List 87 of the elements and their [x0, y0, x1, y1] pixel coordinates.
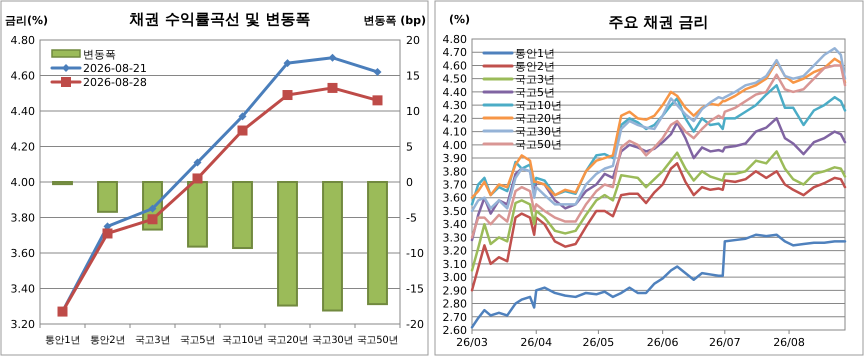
- point: [328, 82, 338, 93]
- legend-label: 통안2년: [515, 60, 555, 73]
- y-tick-label: 3.30: [442, 231, 467, 244]
- y-tick-label: 3.20: [442, 244, 467, 258]
- y-tick-label: 4.60: [10, 70, 35, 82]
- y-tick-label: 3.90: [442, 152, 467, 166]
- y2-tick-label: 15: [406, 70, 420, 82]
- y2-tick-label: -15: [406, 282, 424, 296]
- x-tick-label: 26/05: [582, 336, 614, 349]
- y-tick-label: 4.30: [442, 99, 467, 112]
- point: [238, 112, 246, 120]
- legend-label: 통안1년: [515, 47, 555, 60]
- legend-label: 2026-08-28: [83, 76, 147, 89]
- y-tick-label: 3.80: [442, 165, 467, 178]
- y-tick-label: 3.80: [10, 212, 35, 224]
- y2-tick-label: 20: [406, 34, 420, 47]
- x-tick-label: 26/07: [708, 336, 741, 349]
- y-tick-label: 2.70: [442, 310, 467, 324]
- legend-label: 국고5년: [515, 86, 555, 99]
- x-tick-label: 국고3년: [134, 335, 170, 346]
- y2-tick-label: -5: [406, 212, 417, 224]
- legend-label: 국고3년: [515, 73, 555, 86]
- legend-label: 국고50년: [515, 138, 562, 151]
- x-tick-label: 국고5년: [180, 335, 216, 346]
- y2-tick-label: 10: [406, 105, 420, 118]
- line-series: [470, 150, 846, 272]
- y-tick-label: 3.60: [10, 247, 35, 260]
- y-tick-label: 4.00: [10, 176, 35, 189]
- y-tick-label: 4.10: [442, 126, 467, 139]
- chart-title: 주요 채권 금리: [608, 13, 709, 31]
- y-tick-label: 2.80: [442, 298, 467, 311]
- y-tick-label: 4.50: [442, 72, 467, 86]
- y2-axis-title: 변동폭 (bp): [363, 14, 426, 27]
- legend-label: 변동폭: [83, 48, 116, 61]
- x-tick-label: 26/04: [520, 336, 552, 349]
- point: [194, 158, 202, 166]
- point: [374, 68, 382, 76]
- point: [328, 54, 336, 62]
- y-tick-label: 3.20: [10, 318, 35, 331]
- y2-tick-label: 0: [406, 176, 413, 189]
- y-tick-label: 4.80: [442, 33, 467, 46]
- y-tick-label: 3.40: [10, 282, 35, 296]
- y-tick-label: 3.10: [442, 258, 467, 271]
- point: [102, 228, 112, 238]
- y2-tick-label: -10: [406, 247, 424, 260]
- x-tick-label: 26/03: [456, 336, 488, 349]
- y-tick-label: 4.60: [442, 59, 467, 72]
- x-tick-label: 26/08: [773, 336, 805, 349]
- y-axis-title: 금리(%): [5, 14, 48, 27]
- y-tick-label: 4.20: [10, 140, 35, 154]
- line-series: [470, 234, 846, 329]
- legend-label: 국고20년: [515, 112, 562, 125]
- x-tick-label: 국고20년: [266, 335, 308, 346]
- chart-title: 채권 수익률곡선 및 변동폭: [128, 10, 310, 28]
- line-series: [470, 162, 846, 292]
- point: [148, 214, 158, 224]
- y-tick-label: 3.00: [442, 271, 467, 284]
- y-tick-label: 4.00: [442, 138, 467, 152]
- y-tick-label: 3.60: [442, 192, 467, 205]
- x-tick-label: 26/06: [646, 336, 678, 349]
- y-axis-title: (%): [449, 13, 470, 26]
- point: [238, 126, 248, 136]
- x-tick-label: 국고10년: [222, 335, 264, 346]
- y-tick-label: 4.70: [442, 46, 467, 60]
- legend-label: 2026-08-21: [83, 62, 147, 75]
- point: [282, 90, 292, 100]
- y-tick-label: 3.70: [442, 178, 467, 192]
- y-tick-label: 4.20: [442, 112, 467, 126]
- point: [148, 204, 156, 213]
- legend-label: 국고10년: [515, 99, 562, 112]
- point: [284, 59, 292, 68]
- y-tick-label: 3.50: [442, 204, 467, 218]
- y2-tick-label: 5: [406, 140, 413, 154]
- x-tick-label: 국고30년: [312, 335, 354, 346]
- x-tick-label: 통안2년: [90, 335, 126, 346]
- y-tick-label: 2.90: [442, 284, 467, 298]
- point: [372, 95, 382, 106]
- point: [192, 173, 202, 184]
- y-tick-label: 4.80: [10, 34, 35, 47]
- x-tick-label: 통안1년: [44, 335, 80, 346]
- x-tick-label: 국고50년: [356, 335, 398, 346]
- y-tick-label: 4.40: [10, 105, 35, 118]
- y-tick-label: 4.40: [442, 86, 467, 99]
- y2-tick-label: -20: [406, 318, 424, 331]
- legend-label: 국고30년: [515, 125, 562, 138]
- y-tick-label: 2.60: [442, 324, 467, 337]
- y-tick-label: 3.40: [442, 218, 467, 232]
